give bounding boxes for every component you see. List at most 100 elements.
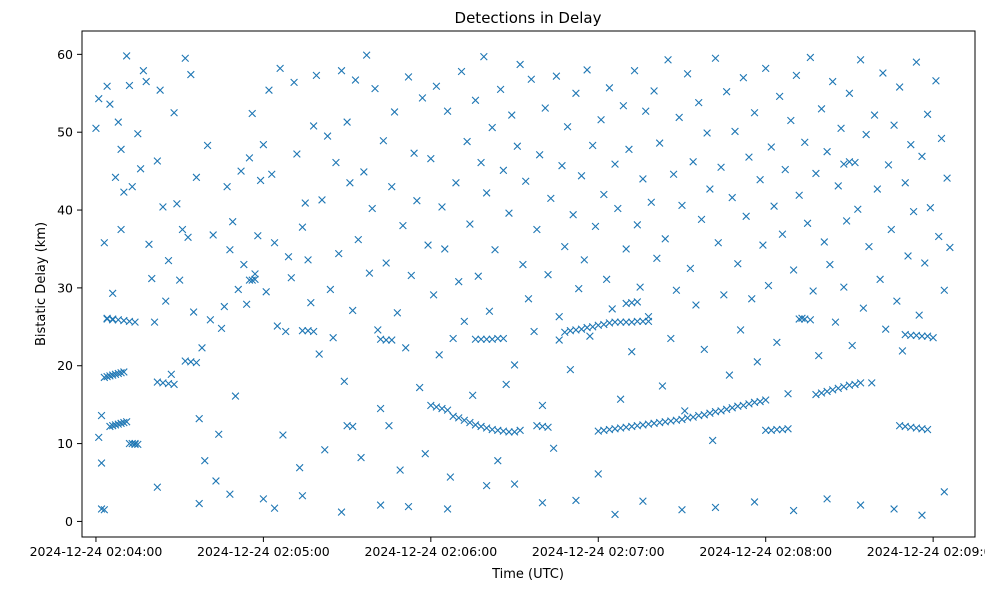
data-point-marker bbox=[784, 389, 792, 398]
data-point-marker bbox=[605, 84, 614, 92]
data-point-marker bbox=[862, 130, 870, 139]
data-point-marker bbox=[471, 96, 480, 105]
data-point-marker bbox=[401, 344, 410, 352]
data-point-marker bbox=[256, 176, 265, 185]
data-point-marker bbox=[187, 70, 195, 79]
data-point-marker bbox=[901, 179, 910, 187]
data-point-marker bbox=[823, 387, 831, 396]
data-point-marker bbox=[669, 170, 678, 179]
data-point-marker bbox=[664, 56, 672, 64]
data-point-marker bbox=[633, 221, 642, 229]
data-point-marker bbox=[117, 368, 125, 377]
data-point-marker bbox=[404, 502, 413, 511]
data-point-marker bbox=[544, 423, 552, 432]
data-point-marker bbox=[918, 332, 926, 340]
data-point-marker bbox=[304, 256, 312, 264]
data-point-marker bbox=[463, 137, 471, 146]
data-point-marker bbox=[114, 420, 123, 428]
data-point-marker bbox=[351, 76, 360, 84]
y-axis-label: Bistatic Delay (km) bbox=[34, 222, 49, 346]
data-point-marker bbox=[468, 391, 477, 400]
data-point-marker bbox=[393, 309, 402, 317]
data-point-marker bbox=[443, 406, 452, 414]
data-point-marker bbox=[580, 256, 589, 264]
data-point-marker bbox=[812, 169, 820, 178]
data-point-marker bbox=[837, 124, 845, 133]
data-point-marker bbox=[178, 225, 187, 234]
data-point-marker bbox=[114, 369, 123, 378]
data-point-marker bbox=[583, 66, 591, 74]
data-point-marker bbox=[379, 136, 388, 145]
data-point-marker bbox=[641, 107, 650, 115]
data-point-marker bbox=[323, 132, 332, 140]
data-point-marker bbox=[429, 291, 438, 299]
data-point-marker bbox=[761, 426, 770, 435]
data-point-marker bbox=[128, 182, 137, 191]
data-point-marker bbox=[845, 89, 854, 98]
data-point-marker bbox=[273, 322, 282, 330]
data-point-marker bbox=[689, 157, 697, 166]
data-point-marker bbox=[337, 66, 346, 75]
data-point-marker bbox=[318, 196, 326, 204]
data-point-marker bbox=[150, 318, 159, 326]
data-point-marker bbox=[371, 84, 379, 93]
data-point-marker bbox=[226, 245, 234, 254]
data-point-marker bbox=[792, 71, 801, 80]
data-point-marker bbox=[259, 495, 268, 503]
data-point-marker bbox=[482, 335, 491, 344]
data-point-marker bbox=[390, 108, 399, 116]
data-point-marker bbox=[122, 417, 131, 426]
x-tick-label: 2024-12-24 02:07:00 bbox=[532, 544, 665, 559]
plot-background bbox=[82, 31, 975, 537]
data-point-marker bbox=[943, 174, 951, 182]
data-point-marker bbox=[111, 421, 120, 429]
data-point-marker bbox=[309, 327, 318, 336]
data-point-marker bbox=[923, 425, 932, 434]
data-point-marker bbox=[820, 238, 829, 246]
data-point-marker bbox=[120, 368, 128, 376]
data-point-marker bbox=[547, 194, 555, 203]
data-point-marker bbox=[505, 209, 513, 217]
data-point-marker bbox=[923, 332, 932, 340]
data-point-marker bbox=[407, 271, 416, 280]
data-point-marker bbox=[220, 302, 229, 311]
data-point-marker bbox=[778, 230, 787, 238]
data-point-marker bbox=[915, 311, 923, 319]
data-point-marker bbox=[678, 201, 686, 210]
data-point-marker bbox=[893, 297, 901, 305]
data-point-marker bbox=[494, 334, 502, 343]
data-point-marker bbox=[588, 141, 597, 150]
data-point-marker bbox=[616, 395, 625, 404]
data-point-marker bbox=[530, 327, 538, 336]
data-point-marker bbox=[800, 138, 809, 147]
data-point-marker bbox=[519, 260, 527, 269]
data-point-marker bbox=[759, 241, 767, 249]
data-point-marker bbox=[600, 190, 608, 199]
data-point-marker bbox=[265, 86, 273, 94]
data-point-marker bbox=[856, 56, 865, 64]
data-point-marker bbox=[348, 422, 357, 431]
data-point-marker bbox=[608, 305, 617, 313]
data-point-marker bbox=[750, 498, 759, 506]
data-point-marker bbox=[346, 179, 354, 187]
data-point-marker bbox=[320, 446, 329, 454]
data-point-marker bbox=[387, 336, 396, 344]
data-point-marker bbox=[711, 503, 720, 512]
data-point-marker bbox=[586, 332, 594, 340]
data-point-marker bbox=[499, 166, 508, 175]
data-point-marker bbox=[700, 410, 709, 419]
data-point-marker bbox=[703, 129, 711, 137]
data-point-marker bbox=[773, 425, 781, 434]
x-tick-label: 2024-12-24 02:06:00 bbox=[364, 544, 497, 559]
data-point-marker bbox=[270, 504, 279, 512]
data-point-marker bbox=[485, 307, 494, 316]
data-point-marker bbox=[756, 397, 764, 406]
data-point-marker bbox=[912, 58, 921, 66]
data-point-marker bbox=[505, 428, 513, 436]
data-point-marker bbox=[167, 370, 176, 379]
data-point-marker bbox=[574, 284, 583, 293]
data-points bbox=[92, 51, 954, 519]
data-point-marker bbox=[787, 116, 795, 125]
data-point-marker bbox=[488, 123, 497, 132]
data-point-marker bbox=[834, 384, 843, 393]
